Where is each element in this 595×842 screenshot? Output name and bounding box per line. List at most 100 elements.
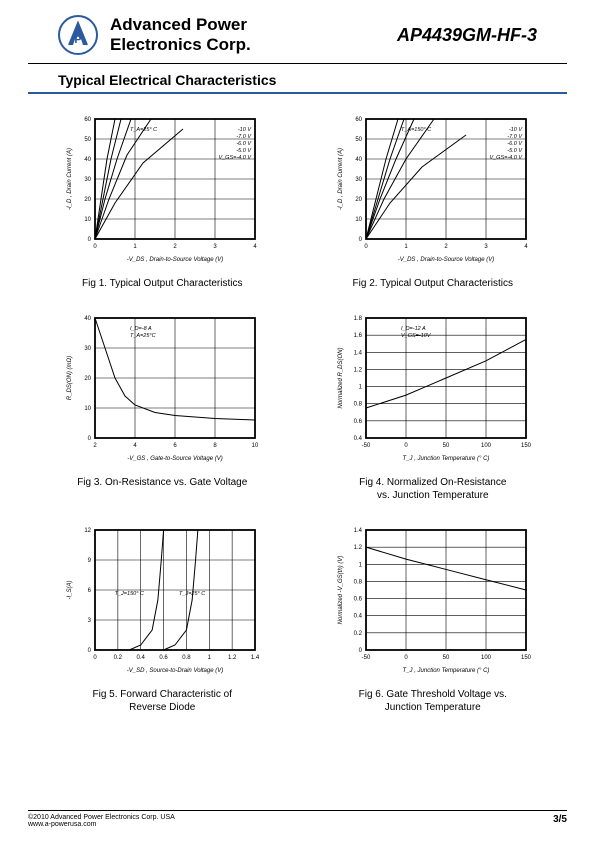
svg-text:10: 10	[252, 443, 259, 449]
part-number: AP4439GM-HF-3	[397, 25, 537, 46]
svg-text:0: 0	[88, 237, 92, 243]
svg-text:-6.0 V: -6.0 V	[507, 141, 523, 147]
svg-text:V_GS=-4.0 V: V_GS=-4.0 V	[219, 155, 253, 161]
fig6-chart: -5005010015000.20.40.60.811.21.4T_J , Ju…	[328, 520, 538, 680]
svg-text:-10 V: -10 V	[509, 127, 523, 133]
footer-left: ©2010 Advanced Power Electronics Corp. U…	[28, 814, 175, 828]
svg-text:12: 12	[85, 528, 92, 534]
svg-text:0.4: 0.4	[353, 436, 362, 442]
svg-text:20: 20	[355, 197, 362, 203]
fig1-cell: 012340102030405060-V_DS , Drain-to-Sourc…	[42, 109, 283, 290]
svg-text:0.2: 0.2	[353, 631, 362, 637]
svg-text:10: 10	[355, 217, 362, 223]
fig3-caption: Fig 3. On-Resistance vs. Gate Voltage	[42, 476, 283, 489]
svg-text:T_A=25°C: T_A=25°C	[130, 333, 156, 339]
svg-text:6: 6	[174, 443, 178, 449]
svg-text:V_GS=-4.0 V: V_GS=-4.0 V	[489, 155, 523, 161]
company-line1: Advanced Power	[110, 15, 397, 35]
svg-text:-50: -50	[361, 655, 370, 661]
svg-text:150: 150	[521, 443, 532, 449]
svg-text:6: 6	[88, 588, 92, 594]
fig2-chart: 012340102030405060-V_DS , Drain-to-Sourc…	[328, 109, 538, 269]
fig2-cell: 012340102030405060-V_DS , Drain-to-Sourc…	[313, 109, 554, 290]
svg-text:V_GS=-10V: V_GS=-10V	[401, 333, 432, 339]
svg-text:0.8: 0.8	[353, 579, 362, 585]
fig6-cell: -5005010015000.20.40.60.811.21.4T_J , Ju…	[313, 520, 554, 714]
section-title: Typical Electrical Characteristics	[28, 64, 567, 94]
svg-text:-V_GS , Gate-to-Source Voltage: -V_GS , Gate-to-Source Voltage (V)	[128, 456, 223, 462]
svg-text:0: 0	[88, 436, 92, 442]
svg-text:3: 3	[88, 618, 92, 624]
fig5-caption: Fig 5. Forward Characteristic ofReverse …	[42, 688, 283, 714]
svg-text:0: 0	[94, 655, 98, 661]
svg-text:-5.0 V: -5.0 V	[237, 148, 253, 154]
svg-text:I_D=-8 A: I_D=-8 A	[130, 326, 152, 332]
fig5-chart: 00.20.40.60.811.21.4036912-V_SD , Source…	[57, 520, 267, 680]
company-line2: Electronics Corp.	[110, 35, 397, 55]
svg-text:0: 0	[364, 244, 368, 250]
svg-text:100: 100	[481, 443, 492, 449]
svg-text:1.2: 1.2	[353, 545, 362, 551]
svg-text:0.4: 0.4	[137, 655, 146, 661]
svg-text:2: 2	[174, 244, 178, 250]
svg-text:-7.0 V: -7.0 V	[507, 134, 523, 140]
svg-text:1.4: 1.4	[353, 350, 362, 356]
svg-text:30: 30	[355, 177, 362, 183]
svg-text:2: 2	[444, 244, 448, 250]
svg-text:40: 40	[85, 316, 92, 322]
svg-text:1.8: 1.8	[353, 316, 362, 322]
svg-text:10: 10	[85, 217, 92, 223]
fig3-chart: 246810010203040-V_GS , Gate-to-Source Vo…	[57, 308, 267, 468]
svg-text:1: 1	[404, 244, 408, 250]
company-name: Advanced Power Electronics Corp.	[110, 15, 397, 54]
svg-text:2: 2	[94, 443, 98, 449]
svg-text:30: 30	[85, 177, 92, 183]
svg-text:-5.0 V: -5.0 V	[507, 148, 523, 154]
page-number: 3/5	[553, 814, 567, 828]
svg-text:T_A=25° C: T_A=25° C	[130, 127, 157, 133]
svg-text:-6.0 V: -6.0 V	[237, 141, 253, 147]
svg-text:0.4: 0.4	[353, 614, 362, 620]
svg-text:T_J=150° C: T_J=150° C	[115, 591, 144, 597]
svg-text:0.8: 0.8	[183, 655, 192, 661]
svg-text:-7.0 V: -7.0 V	[237, 134, 253, 140]
svg-text:-I_S(A): -I_S(A)	[67, 580, 73, 599]
svg-text:Normalized -V_GS(th) (V): Normalized -V_GS(th) (V)	[338, 556, 344, 625]
svg-text:1: 1	[208, 655, 212, 661]
svg-text:50: 50	[442, 443, 449, 449]
svg-text:-V_DS , Drain-to-Source Voltag: -V_DS , Drain-to-Source Voltage (V)	[127, 257, 223, 263]
svg-text:-V_DS , Drain-to-Source Voltag: -V_DS , Drain-to-Source Voltage (V)	[398, 257, 494, 263]
svg-text:1: 1	[134, 244, 138, 250]
svg-text:4: 4	[134, 443, 138, 449]
svg-text:I_D=-12 A: I_D=-12 A	[401, 326, 426, 332]
fig1-caption: Fig 1. Typical Output Characteristics	[42, 277, 283, 290]
svg-text:0: 0	[94, 244, 98, 250]
svg-text:40: 40	[355, 157, 362, 163]
svg-text:60: 60	[85, 117, 92, 123]
svg-text:50: 50	[442, 655, 449, 661]
svg-text:30: 30	[85, 346, 92, 352]
svg-text:3: 3	[214, 244, 218, 250]
svg-text:0: 0	[358, 237, 362, 243]
svg-text:-I_D , Drain Current (A): -I_D , Drain Current (A)	[67, 148, 73, 210]
svg-text:T_J , Junction Temperature (°: T_J , Junction Temperature (° C)	[402, 668, 489, 674]
svg-text:0: 0	[88, 648, 92, 654]
svg-text:-50: -50	[361, 443, 370, 449]
fig4-chart: -500501001500.40.60.811.21.41.61.8T_J , …	[328, 308, 538, 468]
svg-text:1.4: 1.4	[353, 528, 362, 534]
fig5-cell: 00.20.40.60.811.21.4036912-V_SD , Source…	[42, 520, 283, 714]
svg-text:20: 20	[85, 376, 92, 382]
fig4-caption: Fig 4. Normalized On-Resistancevs. Junct…	[313, 476, 554, 502]
svg-text:1.4: 1.4	[251, 655, 260, 661]
chart-grid: 012340102030405060-V_DS , Drain-to-Sourc…	[0, 94, 595, 729]
svg-text:3: 3	[484, 244, 488, 250]
fig6-caption: Fig 6. Gate Threshold Voltage vs.Junctio…	[313, 688, 554, 714]
svg-text:1: 1	[358, 562, 362, 568]
svg-text:10: 10	[85, 406, 92, 412]
svg-text:9: 9	[88, 558, 92, 564]
svg-text:T_J=25° C: T_J=25° C	[179, 591, 205, 597]
svg-text:0.6: 0.6	[353, 597, 362, 603]
svg-text:20: 20	[85, 197, 92, 203]
svg-text:1: 1	[358, 385, 362, 391]
svg-text:0.8: 0.8	[353, 402, 362, 408]
